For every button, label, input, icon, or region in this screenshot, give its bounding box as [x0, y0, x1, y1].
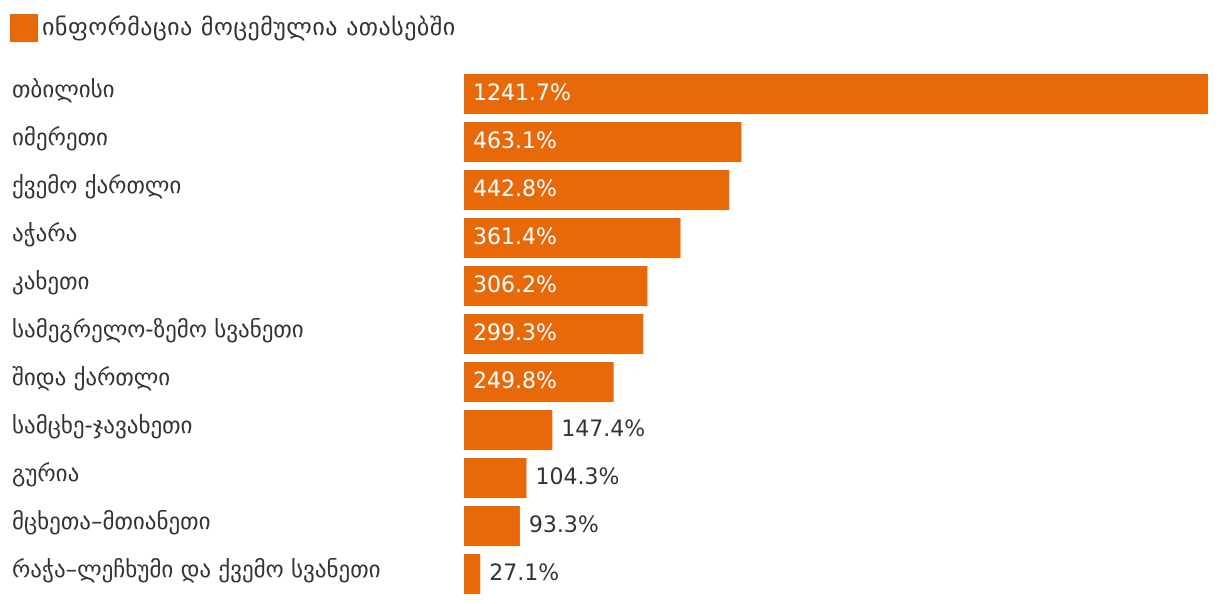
- bar: [464, 170, 730, 210]
- data-label: 361.4%: [473, 225, 557, 250]
- category-label: მცხეთა–მთიანეთი: [12, 509, 211, 535]
- data-label: 299.3%: [473, 321, 557, 346]
- bar: [464, 554, 481, 594]
- data-label: 27.1%: [489, 561, 559, 586]
- legend-label: ინფორმაცია მოცემულია ათასებში: [42, 13, 456, 41]
- bar: [464, 458, 527, 498]
- category-label: აჭარა: [12, 221, 77, 247]
- data-label: 93.3%: [529, 513, 599, 538]
- data-label: 306.2%: [473, 273, 557, 298]
- data-label: 104.3%: [535, 465, 619, 490]
- bar: [464, 266, 648, 306]
- category-label: გურია: [12, 461, 79, 487]
- category-label: შიდა ქართლი: [12, 365, 170, 391]
- bar: [464, 218, 681, 258]
- category-label: თბილისი: [12, 77, 115, 103]
- bar: [464, 74, 1208, 114]
- bar: [464, 410, 553, 450]
- category-label: რაჭა–ლეჩხუმი და ქვემო სვანეთი: [12, 557, 381, 583]
- category-label: სამეგრელო-ზემო სვანეთი: [12, 317, 304, 343]
- category-label: კახეთი: [12, 269, 89, 295]
- bar: [464, 314, 644, 354]
- category-label: სამცხე-ჯავახეთი: [12, 413, 192, 439]
- data-label: 463.1%: [473, 129, 557, 154]
- data-label: 442.8%: [473, 177, 557, 202]
- bar: [464, 362, 614, 402]
- legend-swatch: [10, 14, 38, 42]
- bar: [464, 122, 742, 162]
- bar: [464, 506, 520, 546]
- category-label: იმერეთი: [12, 125, 108, 151]
- legend: ინფორმაცია მოცემულია ათასებში: [10, 12, 456, 42]
- data-label: 1241.7%: [473, 81, 571, 106]
- data-label: 249.8%: [473, 369, 557, 394]
- category-label: ქვემო ქართლი: [12, 173, 181, 199]
- data-label: 147.4%: [561, 417, 645, 442]
